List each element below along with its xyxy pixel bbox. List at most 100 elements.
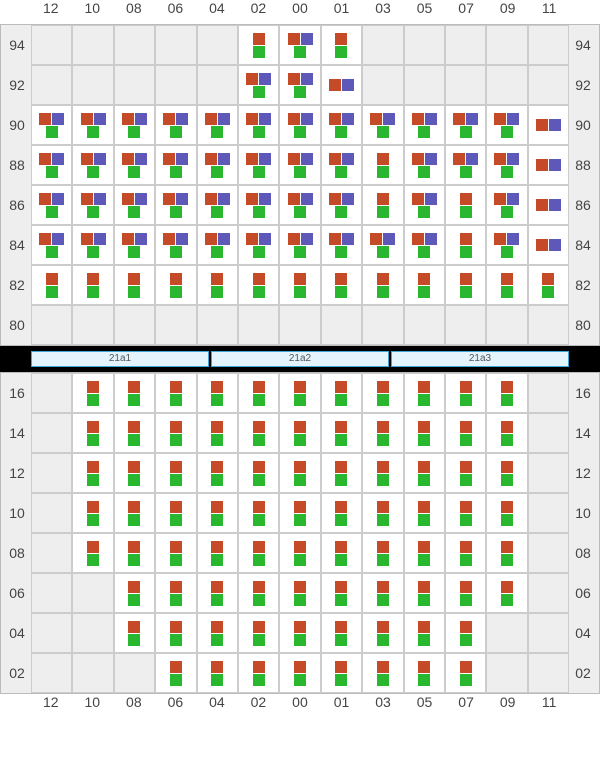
rack-cell[interactable] xyxy=(321,65,362,105)
rack-cell[interactable] xyxy=(528,185,569,225)
rack-cell[interactable] xyxy=(404,105,445,145)
rack-cell[interactable] xyxy=(528,65,569,105)
rack-cell[interactable] xyxy=(445,265,486,305)
rack-cell[interactable] xyxy=(321,225,362,265)
rack-cell[interactable] xyxy=(197,185,238,225)
rack-cell[interactable] xyxy=(155,613,196,653)
rack-cell[interactable] xyxy=(362,453,403,493)
rack-cell[interactable] xyxy=(238,373,279,413)
rack-cell[interactable] xyxy=(197,573,238,613)
rack-cell[interactable] xyxy=(528,25,569,65)
rack-cell[interactable] xyxy=(445,453,486,493)
rack-cell[interactable] xyxy=(486,25,527,65)
rack-cell[interactable] xyxy=(238,225,279,265)
rack-cell[interactable] xyxy=(197,25,238,65)
rack-cell[interactable] xyxy=(404,25,445,65)
rack-cell[interactable] xyxy=(238,25,279,65)
rack-cell[interactable] xyxy=(31,653,72,693)
rack-cell[interactable] xyxy=(321,493,362,533)
rack-cell[interactable] xyxy=(445,373,486,413)
rack-cell[interactable] xyxy=(404,265,445,305)
rack-cell[interactable] xyxy=(362,65,403,105)
rack-cell[interactable] xyxy=(114,453,155,493)
rack-cell[interactable] xyxy=(279,573,320,613)
rack-cell[interactable] xyxy=(445,105,486,145)
rack-cell[interactable] xyxy=(197,493,238,533)
rack-cell[interactable] xyxy=(528,493,569,533)
rack-cell[interactable] xyxy=(197,533,238,573)
rack-cell[interactable] xyxy=(279,533,320,573)
rack-cell[interactable] xyxy=(114,305,155,345)
rack-cell[interactable] xyxy=(528,573,569,613)
rack-cell[interactable] xyxy=(72,613,113,653)
rack-cell[interactable] xyxy=(321,613,362,653)
rack-cell[interactable] xyxy=(114,613,155,653)
rack-cell[interactable] xyxy=(445,493,486,533)
rack-cell[interactable] xyxy=(238,453,279,493)
rack-cell[interactable] xyxy=(445,613,486,653)
rack-cell[interactable] xyxy=(72,225,113,265)
rack-cell[interactable] xyxy=(72,533,113,573)
rack-cell[interactable] xyxy=(404,145,445,185)
rack-cell[interactable] xyxy=(486,533,527,573)
rack-cell[interactable] xyxy=(197,145,238,185)
rack-cell[interactable] xyxy=(114,413,155,453)
rack-cell[interactable] xyxy=(528,305,569,345)
rack-cell[interactable] xyxy=(321,265,362,305)
rack-cell[interactable] xyxy=(279,493,320,533)
lane[interactable]: 21a3 xyxy=(391,351,569,367)
rack-cell[interactable] xyxy=(321,533,362,573)
rack-cell[interactable] xyxy=(445,305,486,345)
rack-cell[interactable] xyxy=(279,453,320,493)
rack-cell[interactable] xyxy=(72,305,113,345)
rack-cell[interactable] xyxy=(528,265,569,305)
rack-cell[interactable] xyxy=(486,453,527,493)
rack-cell[interactable] xyxy=(404,225,445,265)
rack-cell[interactable] xyxy=(31,413,72,453)
rack-cell[interactable] xyxy=(528,653,569,693)
rack-cell[interactable] xyxy=(197,65,238,105)
rack-cell[interactable] xyxy=(197,373,238,413)
rack-cell[interactable] xyxy=(197,225,238,265)
rack-cell[interactable] xyxy=(362,305,403,345)
rack-cell[interactable] xyxy=(445,145,486,185)
rack-cell[interactable] xyxy=(72,413,113,453)
rack-cell[interactable] xyxy=(72,145,113,185)
rack-cell[interactable] xyxy=(238,265,279,305)
rack-cell[interactable] xyxy=(72,373,113,413)
rack-cell[interactable] xyxy=(404,453,445,493)
rack-cell[interactable] xyxy=(279,373,320,413)
rack-cell[interactable] xyxy=(528,105,569,145)
rack-cell[interactable] xyxy=(404,533,445,573)
rack-cell[interactable] xyxy=(155,65,196,105)
rack-cell[interactable] xyxy=(279,305,320,345)
rack-cell[interactable] xyxy=(238,533,279,573)
rack-cell[interactable] xyxy=(321,653,362,693)
rack-cell[interactable] xyxy=(197,613,238,653)
rack-cell[interactable] xyxy=(197,105,238,145)
rack-cell[interactable] xyxy=(114,533,155,573)
rack-cell[interactable] xyxy=(528,373,569,413)
rack-cell[interactable] xyxy=(362,613,403,653)
rack-cell[interactable] xyxy=(486,265,527,305)
rack-cell[interactable] xyxy=(114,145,155,185)
rack-cell[interactable] xyxy=(31,305,72,345)
rack-cell[interactable] xyxy=(445,533,486,573)
rack-cell[interactable] xyxy=(72,105,113,145)
rack-cell[interactable] xyxy=(279,105,320,145)
rack-cell[interactable] xyxy=(528,613,569,653)
rack-cell[interactable] xyxy=(72,265,113,305)
rack-cell[interactable] xyxy=(404,373,445,413)
rack-cell[interactable] xyxy=(155,305,196,345)
rack-cell[interactable] xyxy=(31,453,72,493)
rack-cell[interactable] xyxy=(486,653,527,693)
rack-cell[interactable] xyxy=(72,493,113,533)
rack-cell[interactable] xyxy=(238,573,279,613)
rack-cell[interactable] xyxy=(321,305,362,345)
rack-cell[interactable] xyxy=(31,185,72,225)
rack-cell[interactable] xyxy=(362,373,403,413)
rack-cell[interactable] xyxy=(114,225,155,265)
rack-cell[interactable] xyxy=(486,573,527,613)
lane[interactable]: 21a2 xyxy=(211,351,389,367)
rack-cell[interactable] xyxy=(31,145,72,185)
